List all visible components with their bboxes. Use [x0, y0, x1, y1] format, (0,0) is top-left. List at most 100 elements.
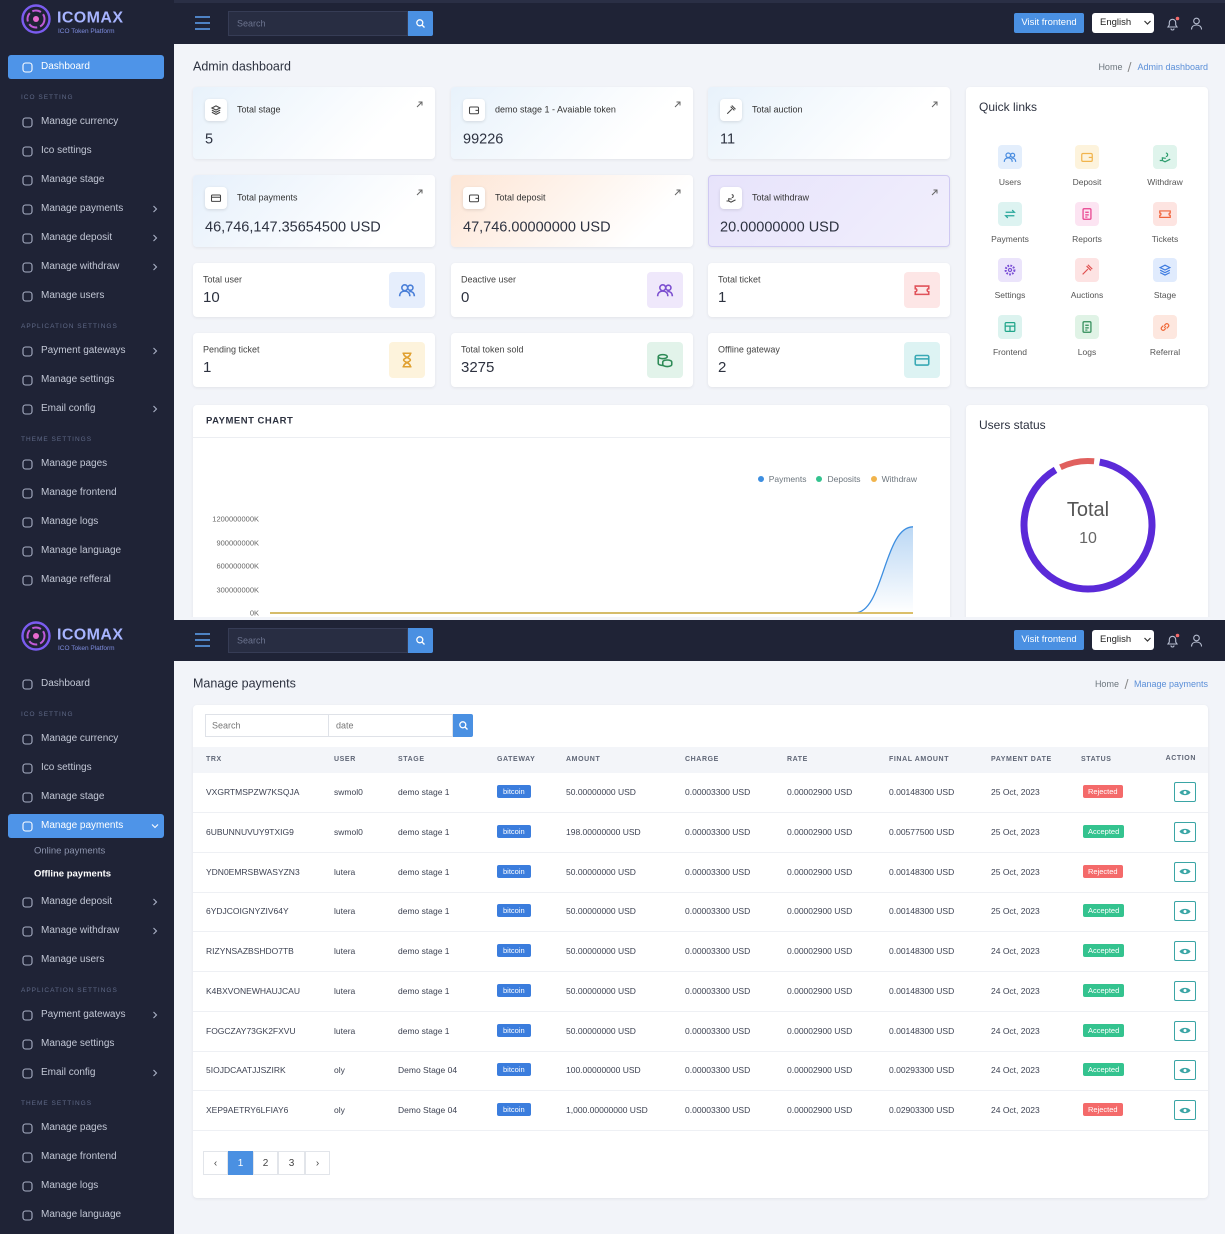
menu-item[interactable]: Manage deposit [41, 896, 113, 907]
menu-item[interactable]: Manage logs [41, 1180, 99, 1191]
search-input[interactable] [228, 11, 408, 36]
search-field[interactable] [205, 714, 329, 737]
view-button[interactable] [1174, 1100, 1196, 1120]
menu-item[interactable]: Manage pages [41, 1122, 108, 1133]
breadcrumb-item[interactable]: Home [1098, 62, 1123, 72]
quick-link[interactable]: Deposit [1072, 177, 1102, 187]
table-cell: 0.00002900 USD [787, 1104, 853, 1115]
donut [1020, 458, 1156, 593]
icon-glyph [914, 285, 930, 296]
filter-button[interactable] [453, 714, 473, 737]
active-item-bg [8, 55, 164, 79]
submenu-item[interactable]: Online payments [34, 845, 106, 857]
page-button[interactable]: 1 [228, 1151, 253, 1175]
table-cell: 5IOJDCAATJJSZIRK [206, 1065, 286, 1076]
quick-link[interactable]: Payments [991, 234, 1029, 244]
menu-item[interactable]: Manage withdraw [41, 261, 120, 272]
view-button[interactable] [1174, 901, 1196, 922]
table-cell: 0.00002900 USD [787, 1065, 853, 1076]
search-input[interactable] [228, 628, 408, 653]
menu-item[interactable]: Ico settings [41, 145, 92, 156]
menu-item[interactable]: Manage frontend [41, 487, 117, 498]
quick-link[interactable]: Withdraw [1147, 177, 1183, 187]
menu-item[interactable]: Manage payments [41, 820, 124, 831]
menu-item[interactable]: Manage refferal [41, 574, 111, 585]
icon-glyph [1082, 321, 1092, 333]
quick-link[interactable]: Referral [1149, 347, 1181, 357]
icon-shape [210, 105, 222, 115]
menu-item[interactable]: Manage frontend [41, 1151, 117, 1162]
page-button[interactable]: ‹ [203, 1151, 228, 1175]
menu-item[interactable]: Manage deposit [41, 232, 113, 243]
column-header: TRX [206, 755, 222, 763]
menu-item[interactable]: Manage stage [41, 174, 105, 185]
icon-box [1075, 315, 1099, 339]
menu-item[interactable]: Manage payments [41, 203, 124, 214]
logo-ring [21, 621, 51, 651]
menu-item[interactable]: Dashboard [41, 61, 90, 72]
menu-item[interactable]: Manage language [41, 1209, 122, 1220]
quick-link[interactable]: Auctions [1070, 290, 1104, 300]
chevron-shape [1144, 20, 1151, 25]
icon-shape [22, 574, 33, 586]
brand-tagline: ICO Token Platform [58, 645, 115, 653]
quick-link[interactable]: Stage [1153, 290, 1177, 300]
quick-link[interactable]: Tickets [1151, 234, 1179, 244]
icon [1082, 208, 1092, 220]
search-icon [416, 19, 425, 28]
menu-item[interactable]: Payment gateways [41, 345, 126, 356]
menu-item[interactable]: Manage pages [41, 458, 108, 469]
language-select[interactable]: English [1092, 13, 1154, 33]
menu-item[interactable]: Manage users [41, 954, 105, 965]
search-button[interactable] [408, 11, 433, 36]
menu-item[interactable]: Manage logs [41, 516, 99, 527]
view-button[interactable] [1174, 1020, 1196, 1041]
icon-shape [1190, 641, 1203, 647]
date-field[interactable] [329, 714, 453, 737]
page-button[interactable]: › [305, 1151, 330, 1175]
menu-item[interactable]: Manage settings [41, 1038, 115, 1049]
sidebar: ICOMAX ICO Token Platform Dashboard ICO SET… [0, 617, 174, 1234]
menu-item[interactable]: Ico settings [41, 762, 92, 773]
menu-item[interactable]: Email config [41, 403, 96, 414]
stat-value: 3275 [461, 359, 495, 376]
visit-frontend-button[interactable]: Visit frontend [1014, 13, 1084, 33]
notification-bell [1166, 633, 1180, 648]
quick-link[interactable]: Frontend [992, 347, 1028, 357]
menu-item[interactable]: Manage withdraw [41, 925, 120, 936]
quick-link[interactable]: Logs [1077, 347, 1097, 357]
view-button[interactable] [1174, 1060, 1196, 1081]
menu-item[interactable]: Manage currency [41, 733, 119, 744]
menu-item[interactable]: Manage users [41, 290, 105, 301]
menu-item[interactable]: Email config [41, 1067, 96, 1078]
submenu-item[interactable]: Offline payments [34, 868, 112, 880]
menu-icon [22, 374, 33, 386]
page-button[interactable]: 3 [278, 1151, 305, 1175]
menu-item[interactable]: Manage currency [41, 116, 119, 127]
search-button[interactable] [408, 628, 433, 653]
view-icon [1179, 1027, 1191, 1034]
view-button[interactable] [1174, 941, 1196, 961]
language-select[interactable]: English [1092, 630, 1154, 650]
quick-link[interactable]: Settings [994, 290, 1026, 300]
view-button[interactable] [1174, 821, 1196, 842]
view-button[interactable] [1174, 980, 1196, 1001]
menu-item[interactable]: Dashboard [41, 678, 90, 689]
quick-link[interactable]: Users [998, 177, 1022, 187]
menu-item[interactable]: Manage stage [41, 791, 105, 802]
menu-icon [22, 458, 33, 470]
breadcrumb-item[interactable]: Home [1094, 679, 1119, 689]
view-button[interactable] [1174, 782, 1196, 802]
page-button[interactable]: 2 [253, 1151, 278, 1175]
quick-link[interactable]: Reports [1072, 234, 1102, 244]
gateway-badge: bitcoin [497, 1023, 531, 1037]
stat-value: 47,746.00000000 USD [463, 219, 611, 236]
visit-frontend-button[interactable]: Visit frontend [1014, 630, 1084, 650]
icon [657, 353, 673, 368]
menu-item[interactable]: Manage settings [41, 374, 115, 385]
menu-item[interactable]: Payment gateways [41, 1009, 126, 1020]
menu-item[interactable]: Manage language [41, 545, 122, 556]
view-button[interactable] [1174, 861, 1196, 882]
stat-label: Total withdraw [752, 192, 810, 203]
